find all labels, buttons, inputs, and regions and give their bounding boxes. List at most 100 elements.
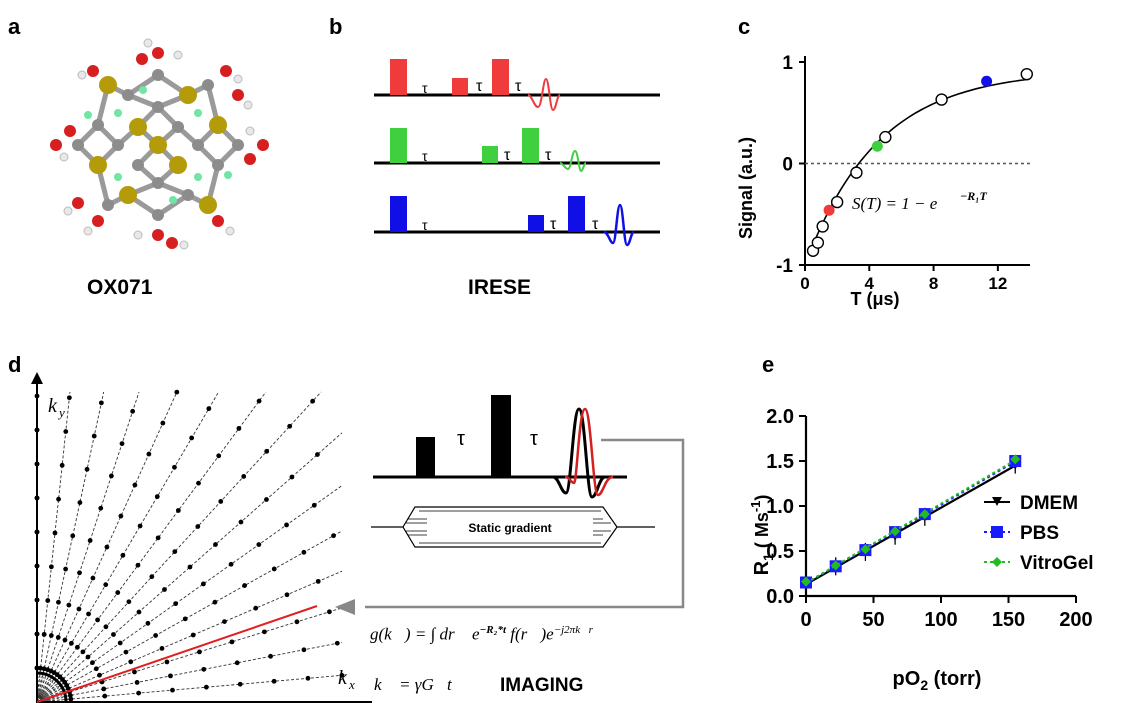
k-space-sample [87, 538, 93, 543]
hydrogen-atom [143, 38, 153, 48]
k-space-sample [197, 649, 202, 655]
x-axis-label: T (μs) [850, 289, 899, 309]
k-space-sample [59, 462, 65, 468]
k-space-sample [212, 599, 218, 605]
pulse-green-2 [482, 146, 498, 163]
pulse-red-1 [390, 59, 407, 95]
k-space-sample [305, 675, 311, 681]
x-tick-label: 100 [924, 609, 957, 631]
oxygen-atom [244, 153, 256, 165]
k-equation: k⃗ = γG⃗t [374, 675, 452, 694]
k-space-sample [253, 605, 259, 611]
k-space-sample [130, 408, 136, 414]
data-point [823, 204, 835, 216]
k-space-spoke [36, 641, 343, 703]
k-space-sample [132, 669, 137, 675]
k-space-sample [187, 564, 193, 570]
k-space-sample [268, 653, 273, 659]
y-axis-label: R1 ( Ms-1) [748, 495, 776, 576]
data-point [919, 509, 930, 520]
oxygen-atom [136, 53, 148, 65]
inversion-recovery-chart: 0 4 8 12 1 0 -1 Signal (a.u.) T (μs) S(T) = 1 … [736, 53, 1033, 309]
kx-label: k x [338, 667, 355, 692]
pulse-row-red: τ τ τ [374, 59, 660, 112]
legend-label: VitroGel [1020, 553, 1094, 574]
k-space-sample [237, 681, 243, 687]
k-space-sample [155, 535, 161, 541]
y-tick-label: 0.5 [766, 541, 794, 563]
k-space-sample [229, 639, 235, 645]
k-space-sample [201, 666, 207, 672]
k-space-sample [86, 611, 91, 617]
deuterium-atom [194, 173, 202, 181]
svg-text:pO2 (torr): pO2 (torr) [893, 668, 982, 693]
k-space-sample [38, 665, 43, 671]
recovery-formula: S(T) = 1 − e −R₁T [852, 189, 987, 213]
imaging-sequence-diagram: τ τ Static gradient [365, 395, 685, 609]
k-space-sample [264, 497, 269, 502]
k-space-sample [91, 433, 97, 439]
sequence-caption: IRESE [468, 276, 532, 299]
x-tick-label: 4 [865, 274, 875, 293]
k-space-sample [242, 583, 247, 588]
k-space-sample [104, 544, 110, 550]
tau-label: τ [476, 78, 483, 95]
tau-label: τ [515, 78, 522, 95]
k-space-sample [236, 426, 242, 431]
k-space-spoke [36, 485, 343, 703]
k-space-sample [108, 473, 114, 479]
y-tick-label: 1.5 [766, 451, 794, 473]
tau-label: τ [530, 428, 538, 450]
k-space-sample [103, 582, 109, 588]
k-space-sample [137, 523, 143, 529]
k-space-sample [90, 575, 96, 581]
oxygen-atom [257, 139, 269, 151]
k-space-sample [45, 598, 51, 603]
x-tick-label: 0 [800, 609, 811, 631]
k-space-sample [216, 453, 222, 459]
data-point [879, 130, 892, 144]
k-space-sample [256, 398, 262, 404]
data-point [860, 544, 871, 555]
k-space-sample [218, 499, 224, 504]
data-point [871, 140, 883, 152]
k-space-sample [196, 480, 201, 486]
legend: DMEM PBS VitroGel [984, 493, 1094, 574]
k-space-sample [85, 654, 91, 660]
echo-black [552, 407, 606, 499]
k-space-spoke [36, 674, 343, 703]
data-point [890, 526, 901, 537]
oxygen-atom [212, 215, 224, 227]
k-space-sample [84, 466, 90, 472]
k-space-sample [162, 587, 167, 592]
k-space-sample [164, 659, 170, 665]
k-space-sample [175, 508, 181, 513]
hydrogen-atom [243, 100, 253, 110]
static-gradient-label: Static gradient [468, 521, 551, 535]
k-space-sample [271, 566, 277, 572]
k-space-sample [173, 601, 179, 607]
k-space-sample [98, 400, 104, 406]
hydrogen-atom [59, 152, 69, 162]
k-space-spoke [36, 391, 71, 703]
static-gradient: Static gradient [371, 506, 655, 548]
k-space-sample [310, 398, 316, 404]
k-space-sample [128, 659, 134, 665]
legend-label: DMEM [1020, 493, 1078, 514]
k-space-sample [190, 632, 196, 638]
sulfur-atom [169, 156, 187, 174]
panel-b-letter: b [329, 14, 343, 39]
k-space-spoke [36, 530, 343, 703]
k-space-sample [48, 564, 54, 570]
deuterium-atom [139, 86, 147, 94]
k-space-sample [241, 473, 247, 479]
deuterium-atom [169, 196, 177, 204]
pulse-sequence-diagram: τ τ τ τ τ τ τ τ τ [374, 59, 660, 247]
k-space-spoke [36, 570, 343, 703]
k-space-sample [103, 624, 109, 630]
tau-label: τ [592, 216, 599, 233]
imaging-pulse-2 [491, 395, 511, 477]
deuterium-atom [114, 109, 122, 117]
data-point [1020, 67, 1033, 81]
k-space-sample [101, 686, 107, 692]
